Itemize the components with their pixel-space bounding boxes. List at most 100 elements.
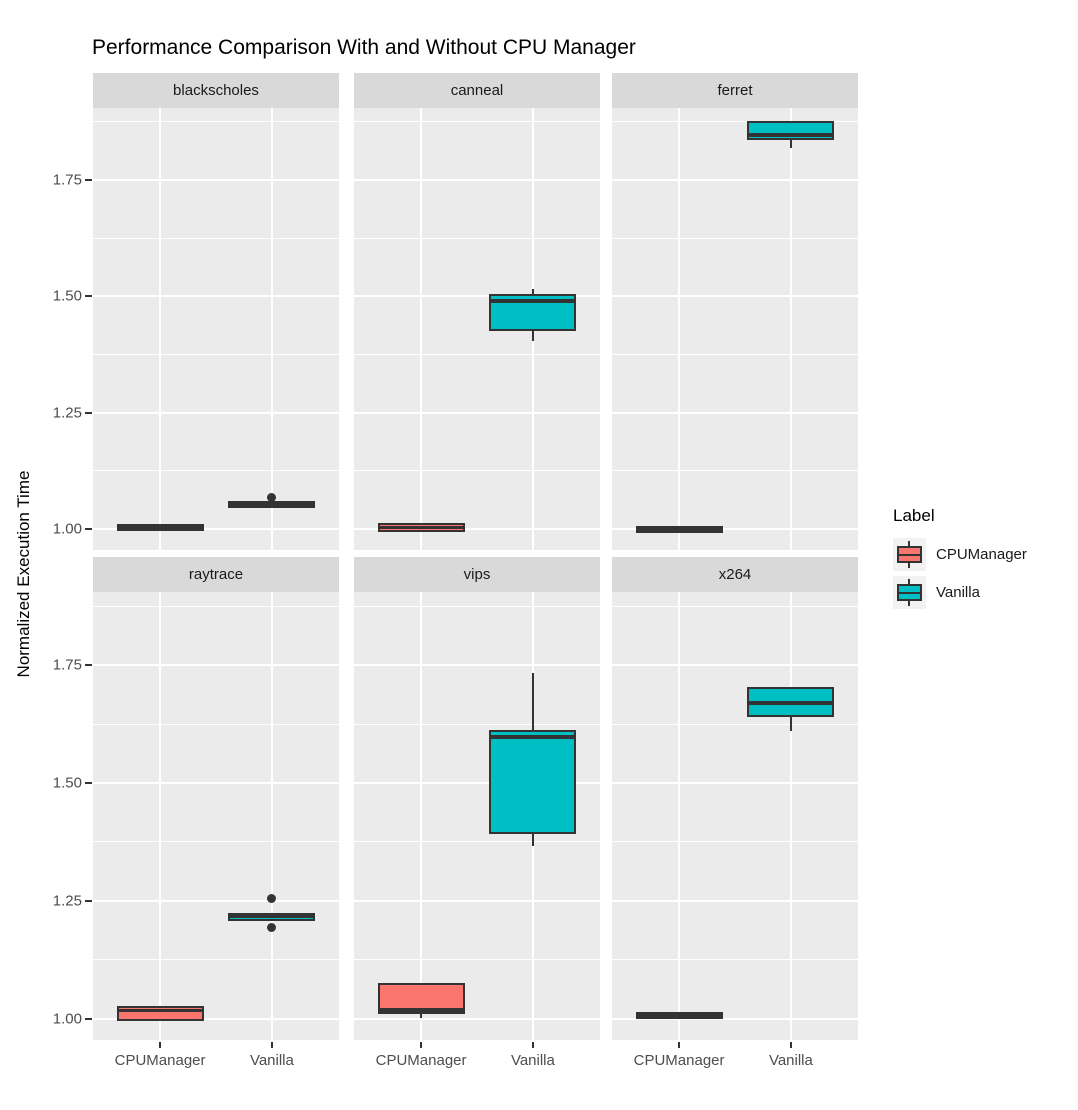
minor-gridline bbox=[93, 959, 339, 961]
facet-label: canneal bbox=[450, 82, 504, 99]
y-tick-label: 1.00 bbox=[52, 520, 82, 538]
facet-panel bbox=[354, 592, 600, 1040]
legend-key-box bbox=[897, 546, 922, 563]
minor-gridline bbox=[612, 605, 858, 607]
x-tick-label: CPUManager bbox=[375, 1052, 467, 1069]
major-gridline bbox=[93, 528, 339, 531]
major-gridline bbox=[612, 899, 858, 902]
major-gridline bbox=[93, 411, 339, 414]
y-tick-mark bbox=[85, 179, 92, 182]
minor-gridline bbox=[612, 121, 858, 123]
y-tick-label: 1.75 bbox=[52, 171, 82, 189]
x-tick-label: Vanilla bbox=[510, 1052, 555, 1069]
major-gridline bbox=[354, 528, 600, 531]
y-tick-mark bbox=[85, 899, 92, 902]
major-gridline bbox=[612, 411, 858, 414]
facet-strip: canneal bbox=[354, 73, 600, 108]
facet-panel bbox=[93, 592, 339, 1040]
median-line bbox=[228, 915, 316, 919]
major-gridline bbox=[354, 664, 600, 667]
major-gridline bbox=[93, 1017, 339, 1020]
facet-panel bbox=[93, 108, 339, 550]
major-gridline bbox=[354, 295, 600, 298]
facet-strip: vips bbox=[354, 557, 600, 592]
whisker-upper bbox=[531, 673, 534, 733]
y-tick-label: 1.25 bbox=[52, 892, 82, 910]
facet-strip: ferret bbox=[612, 73, 858, 108]
x-tick-mark bbox=[420, 1042, 423, 1048]
y-tick-mark bbox=[85, 1017, 92, 1020]
minor-gridline bbox=[354, 470, 600, 472]
facet-panel bbox=[612, 592, 858, 1040]
legend-key-boxplot-icon bbox=[893, 538, 926, 571]
boxplot-box bbox=[489, 730, 577, 835]
major-gridline bbox=[612, 781, 858, 784]
outlier-point bbox=[267, 493, 277, 503]
whisker-lower bbox=[789, 138, 792, 148]
category-gridline bbox=[159, 108, 161, 550]
median-line bbox=[489, 299, 577, 304]
minor-gridline bbox=[612, 841, 858, 843]
minor-gridline bbox=[612, 354, 858, 356]
y-axis-title: Normalized Execution Time bbox=[14, 470, 33, 678]
median-line bbox=[635, 1013, 723, 1017]
y-tick-label: 1.50 bbox=[52, 287, 82, 305]
major-gridline bbox=[354, 899, 600, 902]
facet-label: x264 bbox=[718, 566, 752, 583]
y-tick-mark bbox=[85, 664, 92, 667]
median-line bbox=[489, 734, 577, 739]
legend-entry-label: CPUManager bbox=[936, 546, 1027, 563]
major-gridline bbox=[354, 781, 600, 784]
whisker-lower bbox=[420, 1011, 423, 1018]
x-tick-label: CPUManager bbox=[633, 1052, 725, 1069]
category-gridline bbox=[790, 108, 792, 550]
major-gridline bbox=[612, 664, 858, 667]
legend: Label CPUManager Vanilla bbox=[893, 506, 1027, 614]
major-gridline bbox=[354, 411, 600, 414]
x-tick-label: CPUManager bbox=[114, 1052, 206, 1069]
major-gridline bbox=[93, 295, 339, 298]
chart-title: Performance Comparison With and Without … bbox=[92, 36, 636, 59]
x-tick-mark bbox=[678, 1042, 681, 1048]
minor-gridline bbox=[354, 605, 600, 607]
y-tick-label: 1.75 bbox=[52, 656, 82, 674]
facet-label: ferret bbox=[717, 82, 753, 99]
category-gridline bbox=[420, 592, 422, 1040]
category-gridline bbox=[271, 108, 273, 550]
minor-gridline bbox=[93, 470, 339, 472]
legend-entries: CPUManager Vanilla bbox=[893, 538, 1027, 609]
x-tick-mark bbox=[789, 1042, 792, 1048]
minor-gridline bbox=[93, 121, 339, 123]
median-line bbox=[747, 133, 835, 138]
facet-label: raytrace bbox=[188, 566, 244, 583]
major-gridline bbox=[612, 179, 858, 182]
minor-gridline bbox=[612, 237, 858, 239]
major-gridline bbox=[612, 1017, 858, 1020]
major-gridline bbox=[93, 899, 339, 902]
median-line bbox=[116, 526, 204, 530]
category-gridline bbox=[420, 108, 422, 550]
minor-gridline bbox=[354, 354, 600, 356]
category-gridline bbox=[678, 592, 680, 1040]
minor-gridline bbox=[354, 121, 600, 123]
legend-key-box bbox=[897, 584, 922, 601]
minor-gridline bbox=[93, 605, 339, 607]
x-tick-mark bbox=[159, 1042, 162, 1048]
y-tick-mark bbox=[85, 528, 92, 531]
y-tick-mark bbox=[85, 781, 92, 784]
median-line bbox=[116, 1008, 204, 1012]
minor-gridline bbox=[354, 959, 600, 961]
y-tick-label: 1.50 bbox=[52, 774, 82, 792]
minor-gridline bbox=[93, 237, 339, 239]
outlier-point bbox=[267, 893, 277, 903]
facet-label: blackscholes bbox=[173, 82, 259, 99]
major-gridline bbox=[93, 781, 339, 784]
minor-gridline bbox=[354, 237, 600, 239]
median-line bbox=[747, 700, 835, 705]
outlier-point bbox=[267, 923, 277, 933]
facet-panel bbox=[612, 108, 858, 550]
category-gridline bbox=[271, 592, 273, 1040]
y-tick-label: 1.00 bbox=[52, 1010, 82, 1028]
minor-gridline bbox=[612, 723, 858, 725]
